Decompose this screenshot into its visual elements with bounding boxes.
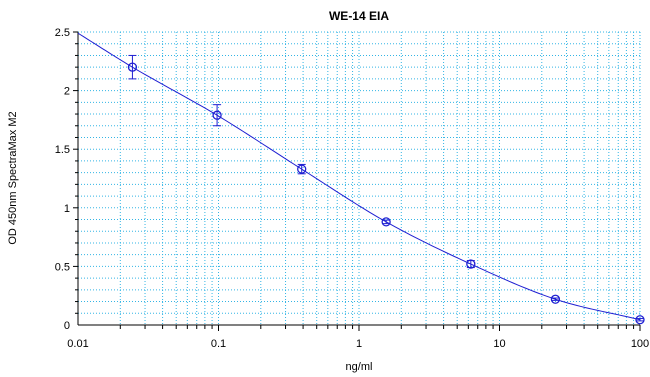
y-tick-label: 0 (64, 320, 70, 332)
y-tick-label: 1 (64, 203, 70, 215)
data-point (466, 259, 476, 269)
data-point (212, 110, 222, 120)
x-tick-label: 100 (631, 338, 649, 350)
grid (73, 31, 641, 331)
x-tick-label: 0.01 (67, 338, 88, 350)
data-point (297, 164, 307, 174)
x-tick-label: 10 (493, 338, 505, 350)
fitted-curve-line (77, 32, 641, 321)
chart-title: WE-14 EIA (329, 9, 389, 23)
x-tick-label: 0.1 (211, 338, 226, 350)
data-point (550, 294, 561, 304)
fitted-curve (77, 32, 641, 321)
x-tick-label: 1 (356, 338, 362, 350)
axes (77, 32, 640, 326)
y-tick-label: 2 (64, 86, 70, 98)
y-tick-label: 0.5 (55, 261, 70, 273)
data-point (127, 62, 138, 72)
data-point (635, 315, 645, 325)
data-point (381, 217, 391, 227)
x-axis-label: ng/ml (346, 361, 373, 373)
y-tick-label: 2.5 (55, 27, 70, 39)
y-axis-label: OD 450nm SpectraMax M2 (7, 111, 19, 244)
data-points (127, 54, 645, 325)
tick-labels: 0.01 0.1 1 10 100 0 0.5 1 1.5 2 2.5 (55, 27, 649, 350)
y-tick-label: 1.5 (55, 144, 70, 156)
